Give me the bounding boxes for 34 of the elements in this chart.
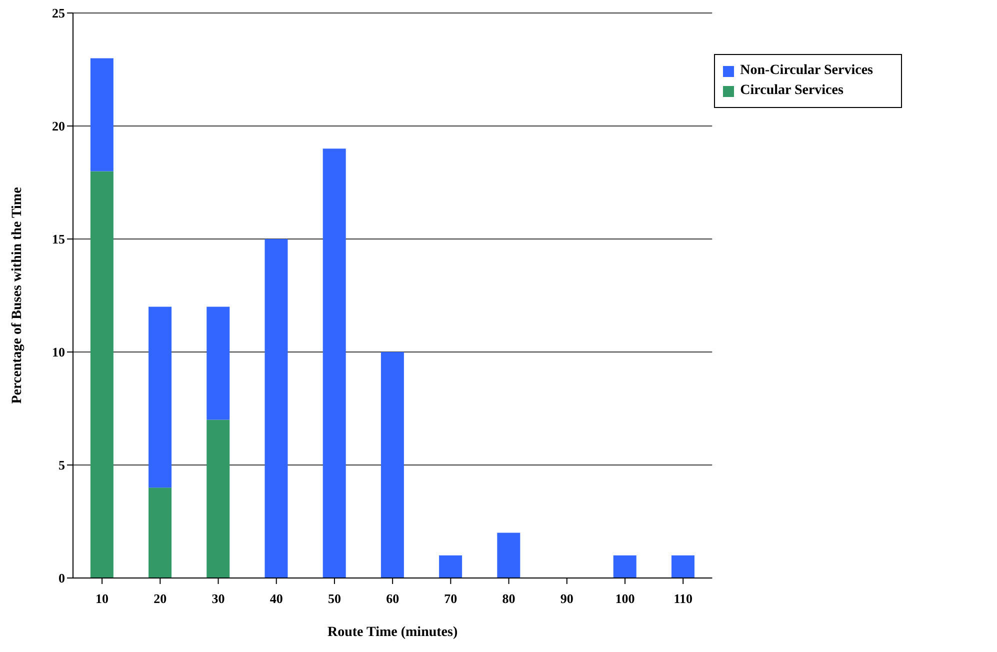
x-axis-title: Route Time (minutes) <box>327 625 458 640</box>
y-tick-label: 0 <box>58 570 65 586</box>
bar <box>148 306 172 488</box>
x-tick-label: 80 <box>502 591 516 606</box>
bar <box>497 532 520 578</box>
y-tick-label: 15 <box>52 232 66 247</box>
y-tick-label: 10 <box>52 344 65 360</box>
x-tick-label: 30 <box>212 591 225 606</box>
x-tick-label: 110 <box>674 591 692 606</box>
y-tick-label: 20 <box>52 118 65 134</box>
legend-label: Circular Services <box>740 83 844 99</box>
x-tick-label: 100 <box>615 591 635 606</box>
bar <box>322 148 346 578</box>
x-tick-label: 70 <box>444 591 458 606</box>
bar <box>90 58 114 172</box>
x-tick-label: 60 <box>386 591 400 606</box>
bar <box>90 171 114 578</box>
x-tick-label: 10 <box>96 591 109 606</box>
y-axis-title: Percentage of Buses within the Time <box>10 187 25 404</box>
x-tick-label: 20 <box>154 591 167 606</box>
bar <box>613 555 636 578</box>
bar <box>264 239 288 578</box>
y-tick-label: 5 <box>58 458 66 473</box>
bar <box>148 488 172 578</box>
x-tick-label: 90 <box>560 591 574 606</box>
bar <box>206 420 230 578</box>
bar <box>439 555 462 578</box>
x-tick-label: 40 <box>270 591 283 606</box>
bar <box>380 352 404 578</box>
legend-label: Non-Circular Services <box>740 63 873 79</box>
bar <box>671 555 694 578</box>
y-tick-label: 25 <box>52 6 66 21</box>
bar <box>206 306 230 420</box>
x-tick-label: 50 <box>328 591 341 606</box>
